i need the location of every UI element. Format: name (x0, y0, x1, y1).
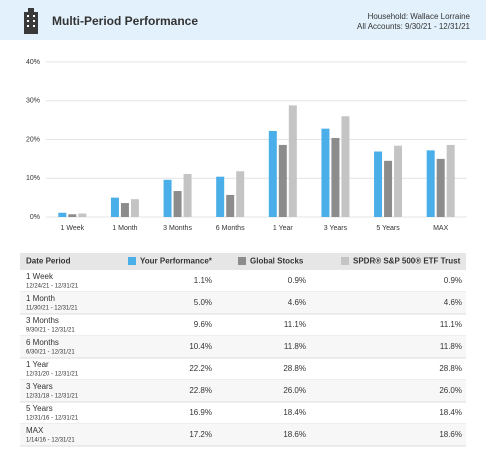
legend-swatch (341, 257, 349, 265)
legend-label: SPDR® S&P 500® ETF Trust (353, 257, 461, 266)
bar (278, 144, 287, 217)
bar (130, 199, 139, 217)
x-tick-label: 1 Week (61, 225, 85, 232)
bar (163, 179, 172, 217)
row-period: 3 Years (26, 382, 53, 391)
legend-swatch (238, 257, 246, 265)
bar (426, 150, 435, 217)
bar (321, 128, 330, 217)
row-bg (20, 424, 466, 446)
x-tick-label: 1 Year (273, 225, 294, 232)
row-value: 1.1% (194, 276, 212, 285)
x-tick-label: 3 Months (163, 225, 192, 232)
bar (394, 145, 403, 217)
row-bg (20, 380, 466, 402)
row-period: 3 Months (26, 316, 59, 325)
legend-label: Global Stocks (250, 257, 304, 266)
table-header: Date Period (26, 257, 71, 266)
row-value: 18.4% (439, 408, 462, 417)
row-value: 28.8% (283, 364, 306, 373)
bar (374, 151, 383, 217)
y-tick-label: 30% (26, 98, 40, 105)
bar (216, 176, 225, 217)
building-icon (24, 8, 38, 34)
title: Multi-Period Performance (52, 14, 198, 28)
row-value: 11.1% (284, 320, 306, 329)
row-value: 26.0% (283, 386, 306, 395)
bar (268, 130, 277, 217)
y-tick-label: 40% (26, 59, 40, 66)
y-tick-label: 10% (26, 175, 40, 182)
row-value: 10.4% (189, 342, 212, 351)
row-value: 4.6% (288, 298, 306, 307)
bar (183, 173, 192, 217)
row-period: 1 Year (26, 360, 49, 369)
row-bg (20, 292, 466, 314)
row-dates: 12/24/21 - 12/31/21 (26, 284, 79, 290)
row-value: 18.4% (283, 408, 306, 417)
bar (78, 213, 87, 217)
bar (288, 105, 297, 217)
row-value: 22.2% (189, 364, 212, 373)
header-band (0, 0, 486, 40)
row-value: 22.8% (189, 386, 212, 395)
row-value: 18.6% (283, 430, 306, 439)
row-value: 28.8% (439, 364, 462, 373)
row-dates: 12/31/18 - 12/31/21 (26, 394, 79, 400)
bar (110, 197, 119, 217)
bar (68, 214, 77, 217)
bar (446, 144, 455, 217)
bar (384, 160, 393, 217)
bar (436, 158, 445, 217)
x-tick-label: 1 Month (112, 225, 137, 232)
row-value: 9.6% (194, 320, 212, 329)
row-dates: 1/14/16 - 12/31/21 (26, 438, 75, 444)
bar (120, 203, 129, 217)
row-value: 26.0% (439, 386, 462, 395)
row-value: 4.6% (444, 298, 462, 307)
row-dates: 11/30/21 - 12/31/21 (26, 306, 78, 312)
row-period: MAX (26, 426, 44, 435)
row-dates: 12/31/16 - 12/31/21 (26, 416, 79, 422)
row-value: 11.1% (440, 320, 462, 329)
bar (226, 194, 235, 217)
bar (331, 137, 340, 217)
row-period: 1 Week (26, 272, 54, 281)
accounts: All Accounts: 9/30/21 - 12/31/21 (357, 22, 471, 31)
bar (236, 171, 245, 217)
row-value: 11.8% (284, 342, 306, 351)
row-dates: 9/30/21 - 12/31/21 (26, 328, 75, 334)
row-dates: 6/30/21 - 12/31/21 (26, 350, 75, 356)
y-tick-label: 0% (30, 214, 40, 221)
row-period: 6 Months (26, 338, 59, 347)
x-tick-label: 5 Years (376, 225, 400, 232)
row-value: 17.2% (189, 430, 212, 439)
x-tick-label: 3 Years (324, 225, 348, 232)
row-period: 5 Years (26, 404, 53, 413)
row-value: 11.8% (440, 342, 462, 351)
row-value: 0.9% (444, 276, 462, 285)
household: Household: Wallace Lorraine (368, 12, 471, 21)
row-value: 18.6% (439, 430, 462, 439)
y-tick-label: 20% (26, 136, 40, 143)
bar (173, 191, 182, 217)
legend-swatch (128, 257, 136, 265)
bar (58, 212, 67, 217)
row-value: 5.0% (194, 298, 212, 307)
x-tick-label: MAX (433, 225, 449, 232)
x-tick-label: 6 Months (216, 225, 245, 232)
row-period: 1 Month (26, 294, 55, 303)
row-value: 16.9% (189, 408, 212, 417)
legend-label: Your Performance* (140, 257, 213, 266)
row-bg (20, 336, 466, 358)
row-dates: 12/31/20 - 12/31/21 (26, 372, 79, 378)
row-value: 0.9% (288, 276, 306, 285)
bar (341, 116, 350, 217)
